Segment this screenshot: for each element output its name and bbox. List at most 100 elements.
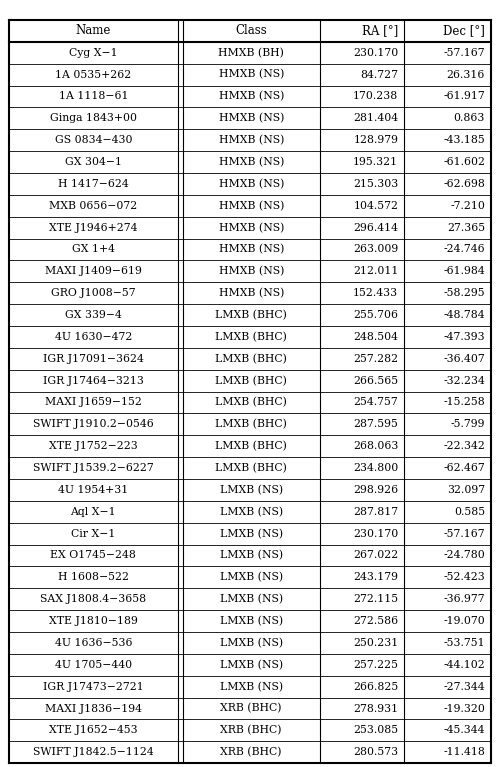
Text: HMXB (NS): HMXB (NS) — [219, 245, 284, 255]
Text: -32.234: -32.234 — [443, 376, 485, 386]
Text: 230.170: 230.170 — [353, 48, 398, 58]
Text: IGR J17473−2721: IGR J17473−2721 — [43, 682, 144, 692]
Text: XTE J1946+274: XTE J1946+274 — [49, 222, 138, 232]
Text: SWIFT J1910.2−0546: SWIFT J1910.2−0546 — [33, 420, 154, 430]
Text: LMXB (NS): LMXB (NS) — [220, 551, 283, 561]
Text: -62.467: -62.467 — [443, 463, 485, 473]
Text: 215.303: 215.303 — [353, 179, 398, 189]
Text: -19.320: -19.320 — [443, 703, 485, 713]
Text: -57.167: -57.167 — [443, 48, 485, 58]
Text: LMXB (BHC): LMXB (BHC) — [215, 332, 287, 342]
Text: Name: Name — [76, 25, 111, 38]
Text: -11.418: -11.418 — [443, 747, 485, 757]
Text: LMXB (NS): LMXB (NS) — [220, 594, 283, 604]
Text: 263.009: 263.009 — [353, 245, 398, 255]
Text: 281.404: 281.404 — [353, 114, 398, 123]
Text: LMXB (NS): LMXB (NS) — [220, 485, 283, 495]
Text: 0.585: 0.585 — [454, 507, 485, 517]
Text: -53.751: -53.751 — [443, 638, 485, 648]
Text: -48.784: -48.784 — [443, 310, 485, 320]
Text: -47.393: -47.393 — [443, 332, 485, 342]
Text: SWIFT J1539.2−6227: SWIFT J1539.2−6227 — [33, 463, 154, 473]
Text: -61.602: -61.602 — [443, 157, 485, 167]
Text: XTE J1752−223: XTE J1752−223 — [49, 441, 138, 451]
Text: -61.917: -61.917 — [443, 91, 485, 101]
Text: 4U 1630−472: 4U 1630−472 — [55, 332, 132, 342]
Text: MAXI J1409−619: MAXI J1409−619 — [45, 266, 142, 276]
Text: 26.316: 26.316 — [447, 70, 485, 80]
Text: 234.800: 234.800 — [353, 463, 398, 473]
Text: 287.595: 287.595 — [353, 420, 398, 430]
Text: -45.344: -45.344 — [443, 726, 485, 736]
Text: HMXB (BH): HMXB (BH) — [218, 48, 284, 58]
Text: EX O1745−248: EX O1745−248 — [50, 551, 136, 561]
Text: 104.572: 104.572 — [353, 201, 398, 211]
Text: HMXB (NS): HMXB (NS) — [219, 157, 284, 167]
Text: GS 0834−430: GS 0834−430 — [55, 135, 132, 145]
Text: H 1608−522: H 1608−522 — [58, 572, 129, 582]
Text: 257.225: 257.225 — [353, 660, 398, 670]
Text: 268.063: 268.063 — [353, 441, 398, 451]
Text: -58.295: -58.295 — [443, 288, 485, 298]
Text: 278.931: 278.931 — [353, 703, 398, 713]
Text: XRB (BHC): XRB (BHC) — [221, 747, 282, 757]
Text: -57.167: -57.167 — [443, 528, 485, 538]
Text: LMXB (BHC): LMXB (BHC) — [215, 397, 287, 407]
Text: 1A 1118−61: 1A 1118−61 — [59, 91, 128, 101]
Text: HMXB (NS): HMXB (NS) — [219, 135, 284, 145]
Text: 287.817: 287.817 — [353, 507, 398, 517]
Text: 267.022: 267.022 — [353, 551, 398, 561]
Text: -43.185: -43.185 — [443, 135, 485, 145]
Text: XRB (BHC): XRB (BHC) — [221, 726, 282, 736]
Text: 212.011: 212.011 — [353, 266, 398, 276]
Text: 266.825: 266.825 — [353, 682, 398, 692]
Text: HMXB (NS): HMXB (NS) — [219, 114, 284, 123]
Text: HMXB (NS): HMXB (NS) — [219, 179, 284, 189]
Text: -36.977: -36.977 — [443, 594, 485, 604]
Text: MAXI J1836−194: MAXI J1836−194 — [45, 703, 142, 713]
Text: Aql X−1: Aql X−1 — [71, 507, 116, 517]
Text: -7.210: -7.210 — [450, 201, 485, 211]
Text: -22.342: -22.342 — [443, 441, 485, 451]
Text: RA [°]: RA [°] — [362, 25, 398, 38]
Text: GRO J1008−57: GRO J1008−57 — [51, 288, 136, 298]
Text: -5.799: -5.799 — [451, 420, 485, 430]
Text: Class: Class — [236, 25, 267, 38]
Text: 250.231: 250.231 — [353, 638, 398, 648]
Text: 1A 0535+262: 1A 0535+262 — [55, 70, 131, 80]
Text: LMXB (NS): LMXB (NS) — [220, 507, 283, 517]
Text: H 1417−624: H 1417−624 — [58, 179, 129, 189]
Text: LMXB (NS): LMXB (NS) — [220, 616, 283, 626]
Text: 272.115: 272.115 — [353, 594, 398, 604]
Text: SWIFT J1842.5−1124: SWIFT J1842.5−1124 — [33, 747, 154, 757]
Text: -24.746: -24.746 — [443, 245, 485, 255]
Text: -27.344: -27.344 — [443, 682, 485, 692]
Text: 254.757: 254.757 — [353, 397, 398, 407]
Text: XTE J1810−189: XTE J1810−189 — [49, 616, 138, 626]
Text: -19.070: -19.070 — [443, 616, 485, 626]
Text: 152.433: 152.433 — [353, 288, 398, 298]
Text: Cyg X−1: Cyg X−1 — [69, 48, 118, 58]
Text: Dec [°]: Dec [°] — [443, 25, 485, 38]
Text: LMXB (NS): LMXB (NS) — [220, 572, 283, 582]
Text: 266.565: 266.565 — [353, 376, 398, 386]
Text: SAX J1808.4−3658: SAX J1808.4−3658 — [40, 594, 146, 604]
Text: 253.085: 253.085 — [353, 726, 398, 736]
Text: XRB (BHC): XRB (BHC) — [221, 703, 282, 713]
Text: Cir X−1: Cir X−1 — [71, 528, 115, 538]
Text: HMXB (NS): HMXB (NS) — [219, 222, 284, 232]
Text: XTE J1652−453: XTE J1652−453 — [49, 726, 138, 736]
Text: 32.097: 32.097 — [447, 485, 485, 495]
Text: LMXB (BHC): LMXB (BHC) — [215, 376, 287, 386]
Text: HMXB (NS): HMXB (NS) — [219, 91, 284, 101]
Text: 0.863: 0.863 — [454, 114, 485, 123]
Text: IGR J17464−3213: IGR J17464−3213 — [43, 376, 144, 386]
Text: HMXB (NS): HMXB (NS) — [219, 70, 284, 80]
Text: MXB 0656−072: MXB 0656−072 — [49, 201, 137, 211]
Text: GX 1+4: GX 1+4 — [72, 245, 115, 255]
Text: Ginga 1843+00: Ginga 1843+00 — [50, 114, 137, 123]
Text: -52.423: -52.423 — [443, 572, 485, 582]
Text: 27.365: 27.365 — [447, 222, 485, 232]
Text: 128.979: 128.979 — [353, 135, 398, 145]
Text: LMXB (NS): LMXB (NS) — [220, 528, 283, 538]
